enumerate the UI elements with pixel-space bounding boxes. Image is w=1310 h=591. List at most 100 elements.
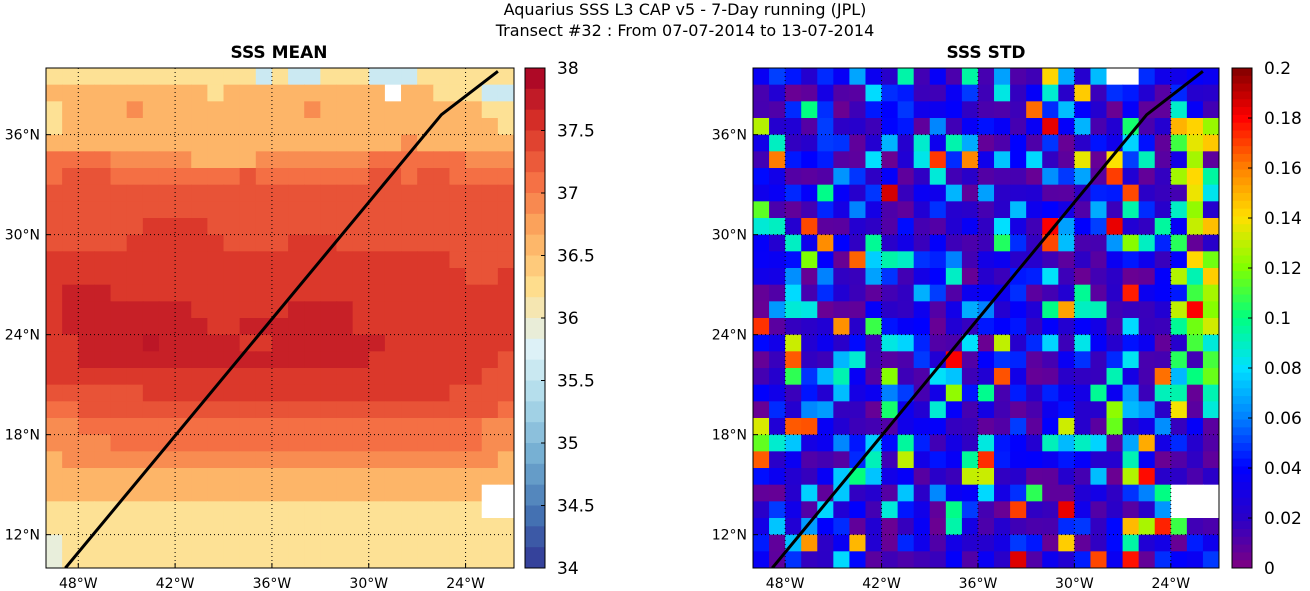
- heatmap-cell: [255, 501, 273, 519]
- heatmap-cell: [46, 484, 63, 502]
- heatmap-cell: [94, 334, 112, 352]
- heatmap-cell: [433, 168, 451, 186]
- heatmap-cell: [913, 384, 931, 402]
- heatmap-cell: [78, 318, 96, 336]
- heatmap-cell: [1042, 284, 1059, 302]
- heatmap-cell: [433, 551, 451, 568]
- heatmap-cell: [46, 501, 63, 519]
- heatmap-cell: [62, 401, 79, 419]
- heatmap-cell: [465, 418, 483, 436]
- heatmap-cell: [304, 534, 321, 552]
- heatmap-cell: [1090, 84, 1108, 102]
- heatmap-cell: [158, 501, 176, 519]
- heatmap-cell: [384, 334, 402, 352]
- heatmap-cell: [288, 318, 305, 336]
- heatmap-cell: [78, 334, 96, 352]
- heatmap-cell: [817, 284, 834, 302]
- heatmap-cell: [401, 384, 418, 402]
- heatmap-cell: [881, 301, 899, 319]
- heatmap-cell: [929, 451, 947, 469]
- heatmap-cell: [961, 334, 979, 352]
- heatmap-cell: [384, 451, 402, 469]
- heatmap-cell: [881, 184, 899, 202]
- heatmap-cell: [94, 251, 112, 269]
- heatmap-cell: [175, 401, 192, 419]
- heatmap-cell: [368, 534, 386, 552]
- heatmap-cell: [1138, 351, 1156, 369]
- heatmap-cell: [481, 218, 499, 236]
- heatmap-cell: [1026, 518, 1043, 536]
- heatmap-cell: [1058, 484, 1075, 502]
- heatmap-cell: [1186, 234, 1204, 252]
- heatmap-cell: [239, 484, 257, 502]
- heatmap-cell: [368, 301, 386, 319]
- heatmap-cell: [417, 201, 434, 219]
- heatmap-cell: [1202, 501, 1219, 519]
- left-panel-title: SSS MEAN: [230, 43, 327, 63]
- heatmap-cell: [46, 301, 63, 319]
- y-tick-label: 30°N: [712, 228, 747, 244]
- heatmap-cell: [239, 418, 257, 436]
- heatmap-cell: [945, 534, 963, 552]
- heatmap-cell: [336, 518, 354, 536]
- heatmap-cell: [223, 151, 241, 169]
- heatmap-cell: [1042, 418, 1059, 436]
- heatmap-cell: [1106, 301, 1124, 319]
- heatmap-cell: [158, 118, 176, 136]
- heatmap-cell: [753, 101, 770, 119]
- heatmap-cell: [913, 151, 931, 169]
- heatmap-cell: [336, 418, 354, 436]
- heatmap-cell: [1010, 251, 1027, 269]
- heatmap-cell: [1106, 284, 1124, 302]
- heatmap-cell: [352, 151, 370, 169]
- heatmap-cell: [994, 318, 1011, 336]
- heatmap-cell: [191, 251, 208, 269]
- heatmap-cell: [497, 284, 514, 302]
- heatmap-cell: [255, 468, 273, 486]
- heatmap-cell: [207, 151, 225, 169]
- colorbar-band: [525, 401, 545, 423]
- heatmap-cell: [465, 268, 483, 286]
- heatmap-cell: [1186, 84, 1204, 102]
- heatmap-cell: [881, 101, 899, 119]
- heatmap-cell: [785, 168, 802, 186]
- heatmap-cell: [994, 368, 1011, 386]
- heatmap-cell: [977, 334, 995, 352]
- heatmap-cell: [1154, 551, 1172, 568]
- heatmap-cell: [497, 201, 514, 219]
- heatmap-cell: [465, 434, 483, 452]
- heatmap-cell: [881, 518, 899, 536]
- heatmap-cell: [994, 101, 1011, 119]
- heatmap-cell: [1170, 368, 1188, 386]
- heatmap-cell: [384, 151, 402, 169]
- heatmap-cell: [207, 84, 225, 102]
- heatmap-cell: [158, 184, 176, 202]
- colorbar-band: [1232, 458, 1252, 467]
- heatmap-cell: [1106, 384, 1124, 402]
- heatmap-cell: [352, 251, 370, 269]
- heatmap-cell: [417, 368, 434, 386]
- heatmap-cell: [913, 534, 931, 552]
- heatmap-cell: [994, 301, 1011, 319]
- heatmap-cell: [1186, 118, 1204, 136]
- heatmap-cell: [1026, 268, 1043, 286]
- heatmap-cell: [449, 501, 467, 519]
- heatmap-cell: [865, 484, 883, 502]
- colorbar-band: [525, 172, 545, 194]
- heatmap-cell: [897, 368, 915, 386]
- heatmap-cell: [255, 84, 273, 102]
- heatmap-cell: [78, 84, 96, 102]
- heatmap-cell: [833, 134, 851, 152]
- heatmap-cell: [865, 451, 883, 469]
- heatmap-cell: [110, 101, 128, 119]
- heatmap-cell: [126, 334, 144, 352]
- heatmap-cell: [401, 168, 418, 186]
- heatmap-cell: [929, 184, 947, 202]
- heatmap-cell: [1074, 518, 1092, 536]
- heatmap-cell: [110, 484, 128, 502]
- heatmap-cell: [801, 401, 818, 419]
- heatmap-cell: [785, 218, 802, 236]
- heatmap-cell: [207, 134, 225, 152]
- heatmap-cell: [271, 551, 289, 568]
- heatmap-cell: [1202, 484, 1219, 502]
